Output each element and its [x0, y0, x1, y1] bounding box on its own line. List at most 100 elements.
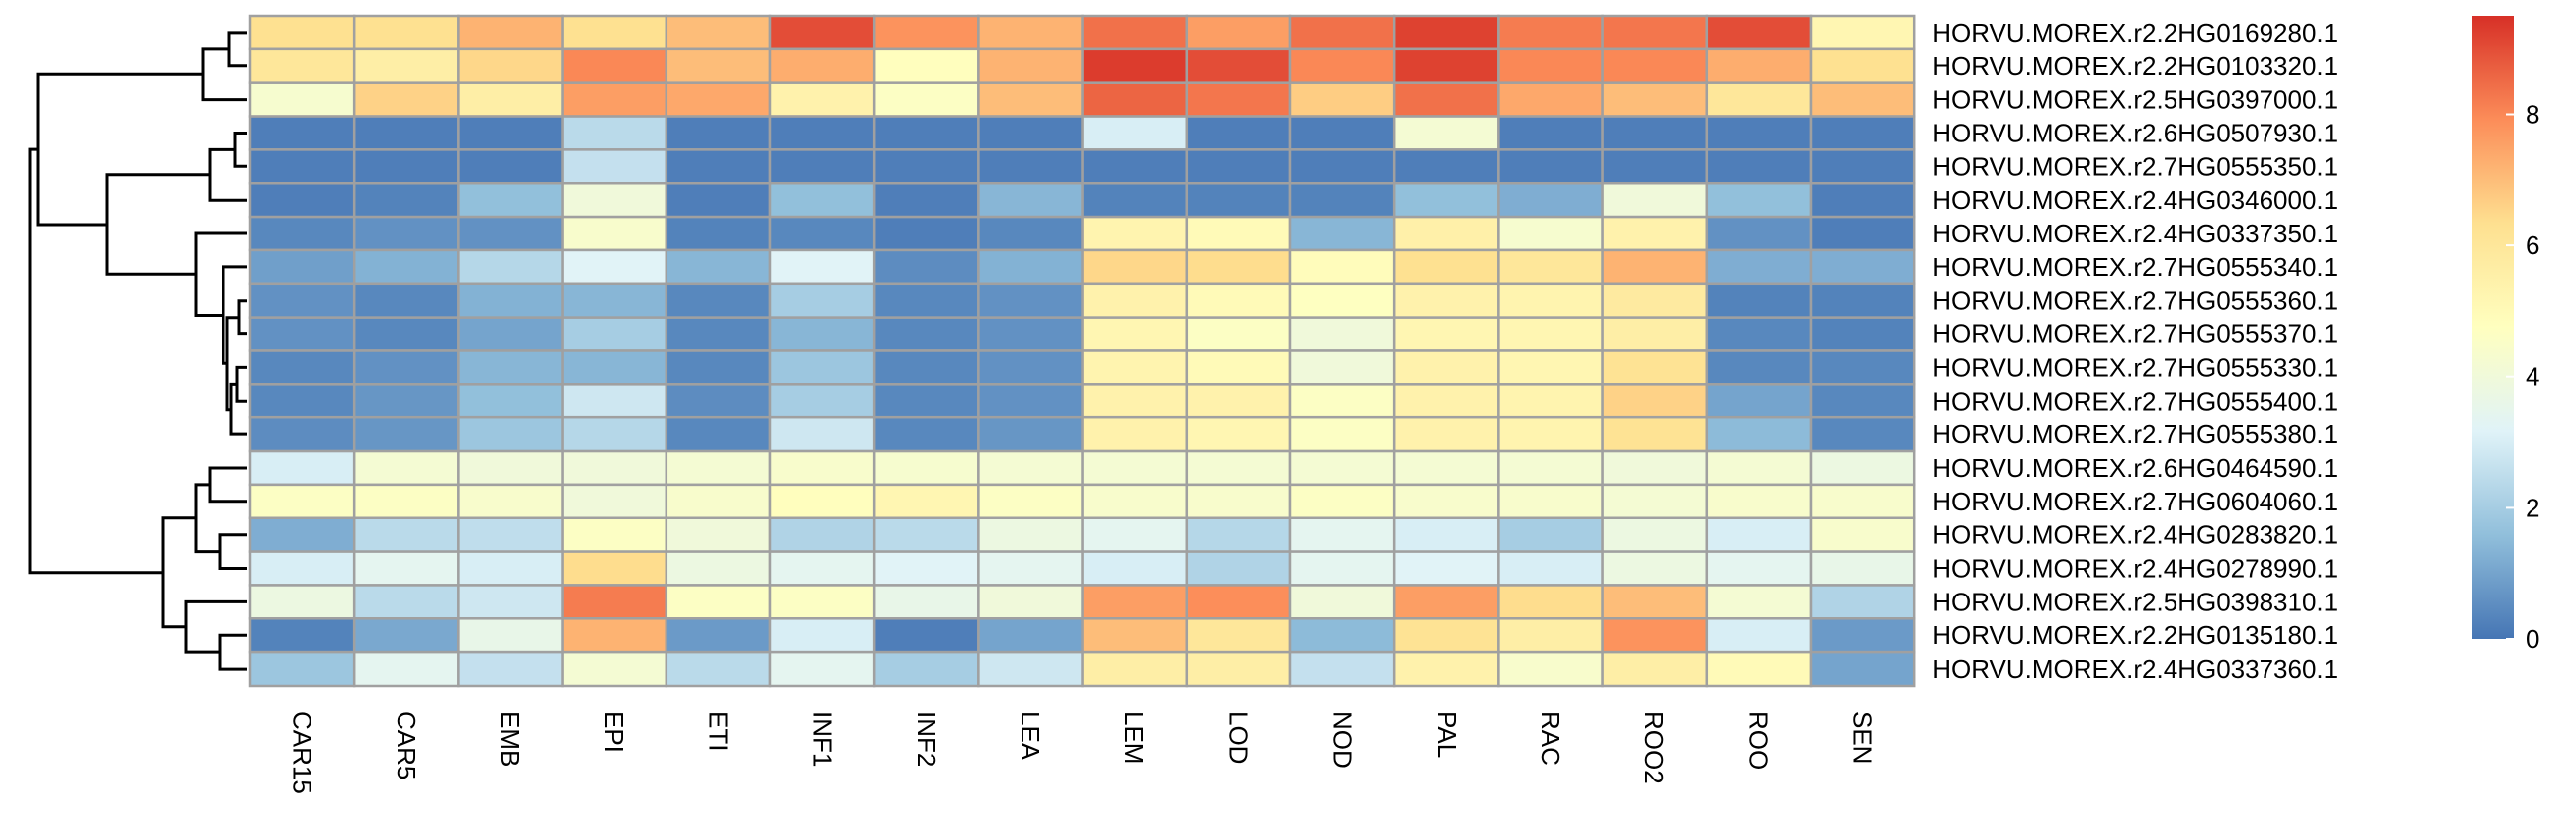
heatmap-cell — [561, 282, 668, 319]
heatmap-cell — [1705, 650, 1813, 688]
heatmap-cell — [1809, 550, 1916, 587]
row-label: HORVU.MOREX.r2.7HG0555380.1 — [1932, 419, 2338, 449]
heatmap-cell — [561, 584, 668, 620]
heatmap-cell — [872, 282, 980, 319]
heatmap-cell — [1497, 449, 1604, 487]
heatmap-cell — [665, 148, 772, 185]
heatmap-cell — [1185, 483, 1292, 519]
heatmap-cell — [1497, 650, 1604, 688]
heatmap-cell — [1809, 215, 1916, 252]
heatmap-cell — [872, 182, 980, 219]
heatmap-cell — [457, 584, 564, 620]
heatmap-cell — [561, 415, 668, 453]
heatmap-cell — [1809, 650, 1916, 688]
heatmap-cell — [457, 248, 564, 286]
heatmap-cell — [1705, 47, 1813, 84]
heatmap-cell — [1392, 115, 1500, 151]
heatmap-cell — [457, 650, 564, 688]
heatmap-cell — [1081, 215, 1189, 252]
row-label: HORVU.MOREX.r2.4HG0346000.1 — [1932, 185, 2338, 215]
heatmap-cell — [768, 47, 876, 84]
heatmap-cell — [1185, 47, 1292, 84]
heatmap-cell — [1185, 282, 1292, 319]
heatmap-cell — [1705, 14, 1813, 51]
heatmap-cell — [872, 650, 980, 688]
heatmap-cell — [1601, 516, 1709, 553]
heatmap-cell — [665, 383, 772, 419]
heatmap-cell — [352, 215, 460, 252]
heatmap-cell — [977, 383, 1084, 419]
legend-tick-label: 4 — [2526, 362, 2539, 392]
heatmap-cell — [768, 182, 876, 219]
heatmap-cell — [1497, 584, 1604, 620]
heatmap-cell — [1185, 617, 1292, 654]
heatmap-cell — [768, 248, 876, 286]
heatmap-cell — [1081, 182, 1189, 219]
heatmap-cell — [872, 550, 980, 587]
heatmap-cell — [977, 81, 1084, 118]
heatmap-cell — [1705, 584, 1813, 620]
heatmap-cell — [1392, 415, 1500, 453]
heatmap-cell — [457, 182, 564, 219]
heatmap-cell — [248, 415, 356, 453]
heatmap-cell — [768, 81, 876, 118]
heatmap-cell — [1392, 650, 1500, 688]
heatmap-cell — [872, 349, 980, 386]
heatmap-cell — [1288, 415, 1396, 453]
row-label: HORVU.MOREX.r2.2HG0103320.1 — [1932, 51, 2338, 81]
dendrogram-branch — [105, 173, 210, 276]
dendrogram-branch — [237, 299, 247, 336]
heatmap-cell — [1392, 449, 1500, 487]
heatmap-cell — [872, 449, 980, 487]
column-label: INF2 — [912, 711, 941, 767]
row-label: HORVU.MOREX.r2.7HG0555400.1 — [1932, 386, 2338, 415]
heatmap-cell — [457, 349, 564, 386]
heatmap-cell — [248, 516, 356, 553]
heatmap-cell — [457, 617, 564, 654]
heatmap-cell — [1601, 550, 1709, 587]
heatmap-cell — [457, 14, 564, 51]
row-label: HORVU.MOREX.r2.7HG0555350.1 — [1932, 151, 2338, 181]
heatmap-cell — [1288, 449, 1396, 487]
heatmap-cell — [457, 449, 564, 487]
heatmap-cell — [352, 81, 460, 118]
heatmap-cell — [457, 115, 564, 151]
heatmap-cell — [1809, 316, 1916, 352]
heatmap-cell — [872, 584, 980, 620]
heatmap-cell — [872, 81, 980, 118]
row-label: HORVU.MOREX.r2.7HG0555340.1 — [1932, 252, 2338, 282]
heatmap-cell — [872, 115, 980, 151]
heatmap-cell — [352, 550, 460, 587]
row-label: HORVU.MOREX.r2.5HG0397000.1 — [1932, 85, 2338, 115]
heatmap-cell — [977, 215, 1084, 252]
heatmap-cell — [1392, 584, 1500, 620]
heatmap-cell — [352, 516, 460, 553]
heatmap-cell — [1392, 349, 1500, 386]
heatmap-cell — [977, 14, 1084, 51]
legend-colorbar — [2472, 16, 2514, 639]
column-label: SEN — [1848, 711, 1878, 764]
heatmap-cell — [1185, 650, 1292, 688]
heatmap-cell — [1081, 617, 1189, 654]
heatmap-cell — [1288, 584, 1396, 620]
heatmap-cell — [1288, 81, 1396, 118]
heatmap-cell — [561, 182, 668, 219]
heatmap-cell — [457, 316, 564, 352]
heatmap-cell — [665, 449, 772, 487]
heatmap-cell — [1809, 483, 1916, 519]
heatmap-cell — [1497, 148, 1604, 185]
heatmap-cell — [1601, 449, 1709, 487]
row-label: HORVU.MOREX.r2.7HG0555330.1 — [1932, 352, 2338, 382]
heatmap-cell — [665, 617, 772, 654]
heatmap-cell — [1185, 14, 1292, 51]
row-labels: HORVU.MOREX.r2.2HG0169280.1 HORVU.MOREX.r… — [1932, 18, 2338, 684]
heatmap-cell — [352, 14, 460, 51]
heatmap-cell — [1392, 81, 1500, 118]
heatmap-cell — [1081, 282, 1189, 319]
heatmap-cell — [1809, 617, 1916, 654]
heatmap-cell — [768, 650, 876, 688]
heatmap-cell — [1809, 415, 1916, 453]
heatmap-cell — [1497, 516, 1604, 553]
heatmap-cell — [1392, 316, 1500, 352]
heatmap-cell — [561, 316, 668, 352]
